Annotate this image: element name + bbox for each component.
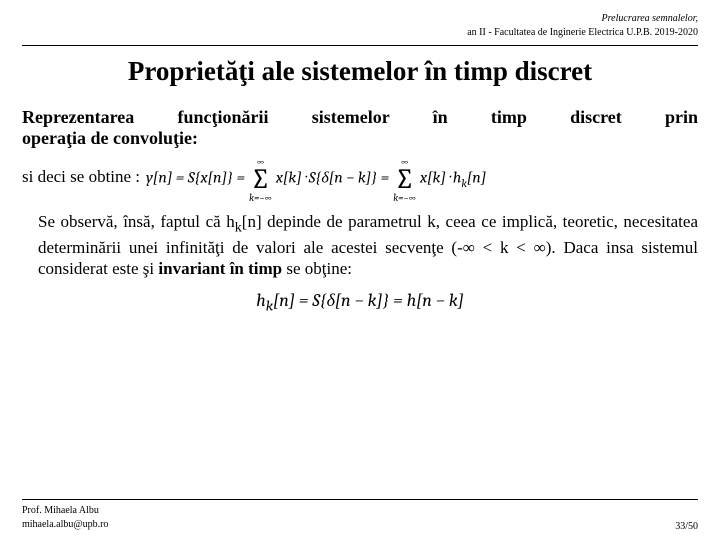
- eq1-term2: x[k] · h: [420, 169, 461, 187]
- eq1-term2-tail: [n]: [467, 169, 486, 187]
- body-paragraph: Se observă, însă, faptul că hk[n] depind…: [38, 211, 698, 280]
- subtitle-line1: Reprezentarea funcţionării sistemelor în…: [22, 107, 698, 127]
- sum2-lower: k=−∞: [393, 192, 416, 204]
- lead-text: si deci se obtine :: [22, 167, 140, 187]
- header-course: Prelucrarea semnalelor,: [22, 12, 698, 26]
- body-p1c: se obţine:: [282, 259, 352, 278]
- sum2-upper: ∞: [401, 156, 408, 168]
- section-subtitle: Reprezentarea funcţionării sistemelor în…: [22, 107, 698, 149]
- sum1-upper: ∞: [257, 156, 264, 168]
- eq2-h: h: [256, 290, 266, 311]
- sum-symbol-2: ∞ ∑ k=−∞: [395, 165, 415, 193]
- body-p1a: Se observă, însă, faptul că h: [38, 212, 235, 231]
- body-p1-bold: invariant în timp: [158, 259, 282, 278]
- equation-2: hk[n] = S{δ[n − k]} = h[n − k]: [256, 290, 463, 311]
- eq1-lhs: y[n] = S{x[n]} =: [146, 169, 245, 187]
- eq1-term1: x[k] · S{δ[n − k]} =: [276, 169, 389, 187]
- eq2-tail: [n] = S{δ[n − k]} = h[n − k]: [273, 290, 464, 311]
- subtitle-line2: operaţia de convoluţie:: [22, 128, 698, 149]
- footer-email: mihaela.albu@upb.ro: [22, 518, 108, 532]
- footer-author: Prof. Mihaela Albu: [22, 504, 108, 518]
- equation-1: y[n] = S{x[n]} = ∞ ∑ k=−∞ x[k] · S{δ[n −…: [146, 165, 486, 193]
- header-rule: [22, 45, 698, 46]
- sum1-lower: k=−∞: [249, 192, 272, 204]
- page-title: Proprietăţi ale sistemelor în timp discr…: [22, 56, 698, 87]
- sum-symbol-1: ∞ ∑ k=−∞: [251, 165, 271, 193]
- body-p1-sub: k: [235, 219, 242, 235]
- header-affiliation: an II - Facultatea de Inginerie Electric…: [22, 26, 698, 40]
- footer-rule: [22, 499, 698, 500]
- footer: Prof. Mihaela Albu mihaela.albu@upb.ro 3…: [22, 499, 698, 532]
- page-number: 33/50: [675, 521, 698, 532]
